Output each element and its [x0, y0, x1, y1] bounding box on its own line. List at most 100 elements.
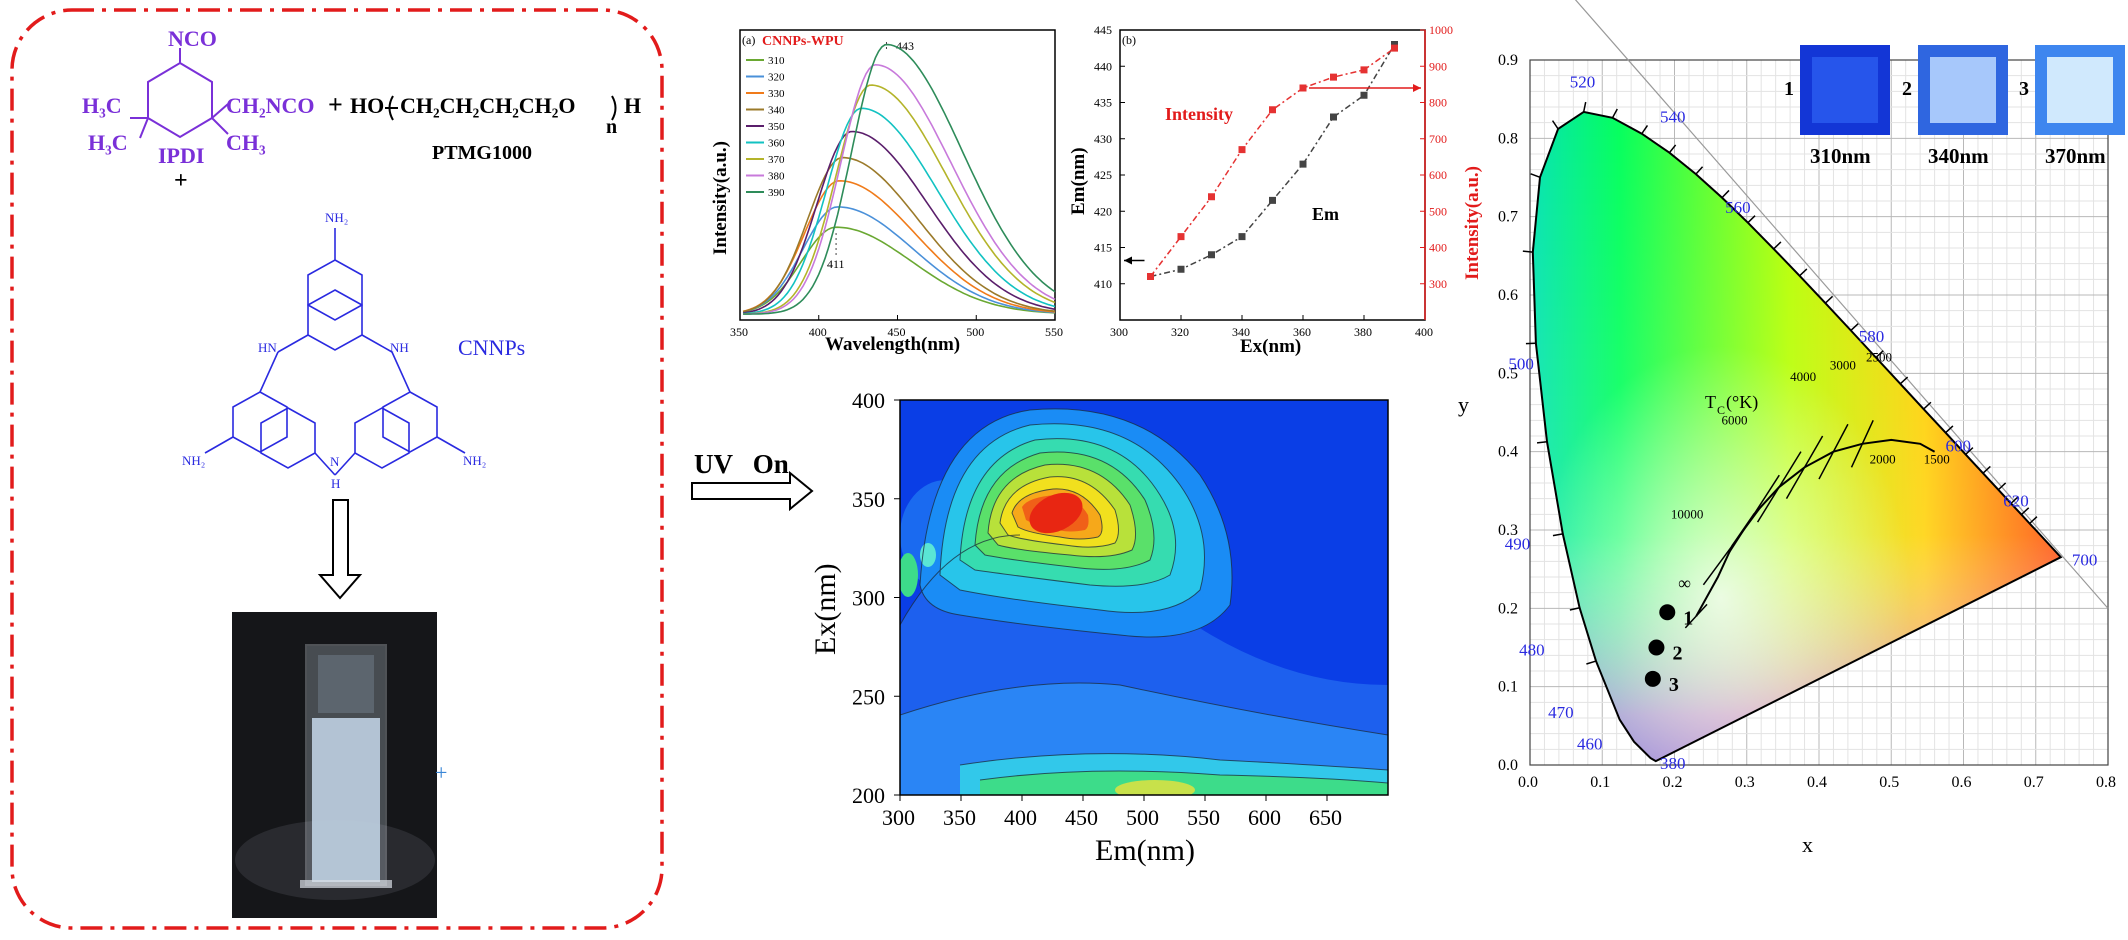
panel-a-xtick-label: 400	[809, 325, 827, 339]
em-axis-arrowhead	[1124, 256, 1132, 265]
contour-xlabel: Em(nm)	[1095, 834, 1195, 867]
series-point-Intensity	[1360, 66, 1368, 74]
cie-ytick-label: 0.4	[1498, 444, 1518, 461]
wavelength-label: 600	[1945, 437, 1971, 456]
wavelength-label: 460	[1577, 734, 1603, 753]
locus-tick	[2020, 507, 2030, 516]
photo-glow-3	[2047, 57, 2113, 123]
panel-a-xtick-label: 500	[966, 325, 984, 339]
panel-b-xtick-label: 400	[1415, 325, 1433, 339]
photo-label: 370nm	[2045, 144, 2106, 168]
locus-tick	[1530, 173, 1541, 179]
photo-glow-2	[1930, 57, 1996, 123]
cct-label: 10000	[1671, 506, 1704, 521]
legend-label-360: 360	[768, 138, 785, 150]
contour-xtick-label: 300	[882, 805, 915, 830]
ipdi-ch2nco: CH₂NCO	[226, 93, 314, 118]
isotherm-line	[1702, 506, 1762, 586]
cie-ytick-label: 0.8	[1498, 130, 1518, 147]
locus-tick	[1773, 241, 1782, 250]
tc-label-t: T	[1705, 392, 1716, 412]
legend-label-350: 350	[768, 121, 785, 133]
locus-tick	[1611, 108, 1618, 119]
cct-label: 2000	[1870, 451, 1896, 466]
contour-xtick-label: 550	[1187, 805, 1220, 830]
cnnps-nh-right: NH	[390, 340, 409, 355]
panel-b-frame	[1119, 29, 1426, 321]
panel-b-xlabel: Ex(nm)	[1240, 336, 1301, 357]
panel-b-ytick-label: 420	[1094, 204, 1112, 218]
panel-b-ytick-label: 440	[1094, 59, 1112, 73]
panel-b-ytick-right-label: 500	[1429, 204, 1447, 218]
cie-xtick-label: 0.5	[1879, 774, 1899, 791]
series-point-Intensity	[1269, 106, 1276, 114]
locus-tick	[1552, 533, 1563, 537]
panel-b-ytick-label: 415	[1094, 241, 1112, 255]
contour-ytick-label: 350	[852, 487, 885, 512]
contour-xtick-label: 400	[1004, 805, 1037, 830]
spectrum-line-340	[742, 156, 1056, 313]
spectrum-line-310	[742, 226, 1056, 314]
locus-tick	[1747, 215, 1756, 224]
locus-tick	[1569, 607, 1580, 611]
locus-tick	[1536, 440, 1548, 444]
photo-number: 3	[2019, 78, 2029, 100]
panel-a-xlabel: Wavelength(nm)	[825, 334, 960, 355]
cie-color-fill	[1532, 111, 2061, 762]
panel-b-xtick-label: 340	[1232, 325, 1250, 339]
locus-tick	[1799, 268, 1808, 277]
spectrum-line-330	[742, 179, 1056, 313]
locus-tick	[1997, 482, 2007, 491]
cnnps-structure	[204, 228, 466, 476]
locus-tick	[1850, 323, 1859, 332]
cie-ytick-label: 0.7	[1498, 209, 1518, 226]
series-point-Intensity	[1238, 146, 1246, 154]
cie-ytick-label: 0.0	[1498, 757, 1518, 774]
photo-label: 310nm	[1810, 144, 1871, 168]
isotherm-line	[1728, 474, 1780, 554]
panel-b-ytick-right-label: 1000	[1429, 23, 1453, 37]
cie-xtick-label: 0.2	[1663, 774, 1683, 791]
panel-b-ytick-right-label: 700	[1429, 132, 1447, 146]
ptmg-prefix: HO	[350, 93, 384, 118]
ipdi-structure	[130, 48, 229, 139]
panel-a-xtick-label: 350	[730, 325, 748, 339]
cct-infinity-cap	[1684, 603, 1708, 629]
locus-tick	[1899, 376, 1909, 385]
wavelength-label: 520	[1570, 72, 1596, 91]
locus-tick	[1875, 350, 1884, 359]
ptmg-name: PTMG1000	[432, 142, 532, 164]
cie-point-2	[1648, 639, 1665, 656]
ipdi-ch3: CH₃	[226, 130, 266, 155]
locus-tick	[1982, 465, 1991, 474]
panel-b-label-em: Em	[1312, 204, 1339, 224]
cct-label: 2500	[1866, 350, 1892, 365]
cie-point-label: 1	[1683, 607, 1693, 629]
contour-xtick-label: 650	[1309, 805, 1342, 830]
series-point-Em	[1360, 91, 1368, 99]
panel-a-xtick-label: 550	[1045, 325, 1063, 339]
plus-sign-1: +	[328, 90, 343, 119]
cie-xtick-label: 0.7	[2024, 774, 2044, 791]
wavelength-label: 500	[1508, 354, 1534, 373]
locus-tick	[1923, 401, 1932, 410]
contour-ylabel: Ex(nm)	[809, 563, 842, 655]
panel-a-title: CNNPs-WPU	[762, 34, 844, 49]
panel-b-ylabel-left: Em(nm)	[1068, 147, 1089, 215]
locus-tick	[1641, 125, 1649, 135]
cie-ytick-label: 0.1	[1498, 679, 1518, 696]
locus-tick	[1668, 144, 1677, 154]
legend-label-380: 380	[768, 171, 785, 183]
legend-label-310: 310	[768, 55, 785, 67]
uv-on-label: UV On	[694, 449, 789, 479]
locus-tick	[1965, 447, 1974, 455]
legend-label-340: 340	[768, 105, 785, 117]
series-point-Em	[1299, 160, 1307, 168]
panel-b-label-intensity: Intensity	[1165, 104, 1233, 124]
intensity-axis-arrowhead	[1413, 84, 1421, 92]
series-line-Em	[1150, 44, 1396, 278]
series-point-Intensity	[1177, 233, 1185, 241]
panel-a-annot-411: 411	[827, 257, 845, 271]
ptmg-repeat: CH₂CH₂CH₂CH₂O	[400, 93, 576, 118]
contour-fill	[900, 400, 1388, 795]
